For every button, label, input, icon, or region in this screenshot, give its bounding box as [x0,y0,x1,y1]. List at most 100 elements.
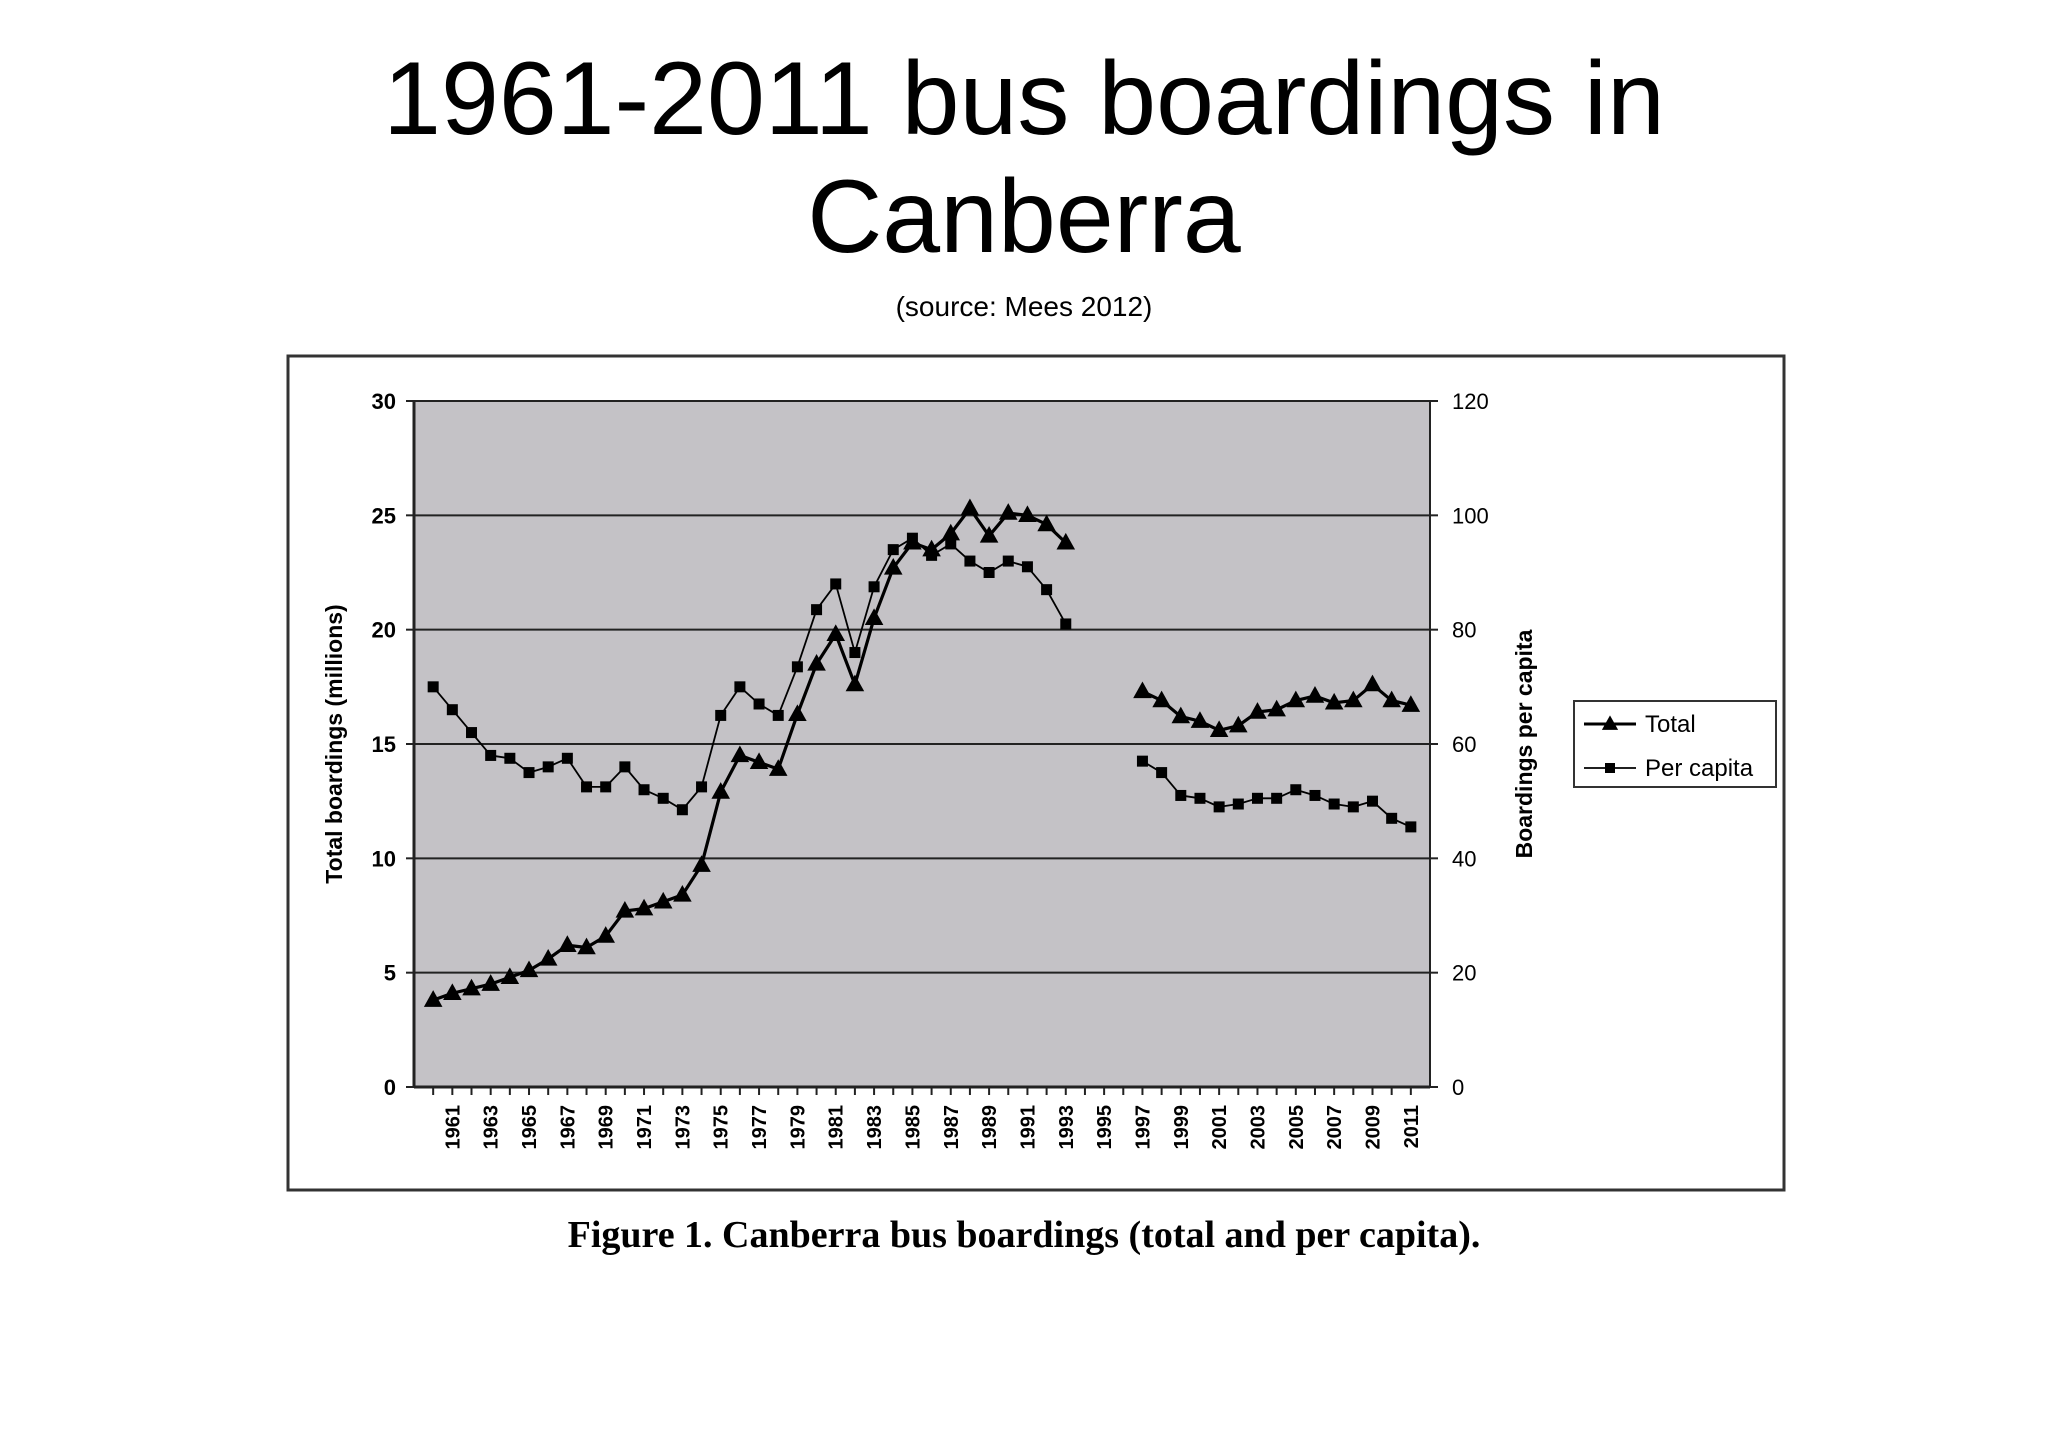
data-point [807,654,826,671]
data-point [1286,690,1306,708]
series [423,498,1421,1007]
data-point [788,704,807,721]
data-point [619,761,631,773]
y-tick-label: 30 [372,389,396,414]
data-point [692,855,711,872]
series-line [432,506,1067,1002]
y-tick-label: 25 [372,503,396,528]
x-tick-label: 2007 [1324,1105,1346,1150]
data-point [1366,795,1378,807]
x-tick-label: 1967 [557,1105,579,1150]
x-tick-label: 1979 [787,1105,809,1150]
data-point [1324,692,1344,710]
data-point [768,759,788,776]
data-point [864,608,884,625]
data-point [887,544,899,556]
y2-tick-label: 100 [1452,503,1489,528]
data-point [1041,584,1053,596]
data-point [730,745,750,763]
data-point [1133,681,1152,699]
data-point [1060,618,1072,630]
data-point [500,967,520,984]
data-point [466,727,478,739]
data-point [1232,798,1244,810]
data-point [485,749,497,761]
y2-tick-label: 0 [1452,1075,1464,1100]
data-point [960,498,980,516]
series-total [423,498,1421,1007]
y-tick-label: 0 [384,1075,396,1100]
data-point [443,983,462,1000]
data-point [830,578,842,590]
x-tick-label: 1987 [941,1105,963,1150]
y2-tick-label: 60 [1452,732,1476,757]
x-tick-label: 1961 [442,1105,464,1150]
x-tick-label: 2011 [1401,1105,1423,1148]
data-point [519,960,539,978]
data-point [926,549,938,561]
data-point [1002,555,1014,567]
legend: Total Per capita [1573,700,1777,788]
x-tick-label: 1975 [711,1105,733,1150]
data-point [883,558,903,575]
data-point [941,523,961,541]
data-point [998,503,1018,520]
legend-label: Total [1645,711,1696,738]
y2-tick-label: 40 [1452,846,1476,871]
data-point [638,784,650,796]
data-point [979,525,999,543]
data-point [1363,674,1382,692]
data-point [849,647,861,659]
data-point [983,567,995,578]
data-point [634,898,654,916]
data-point [1156,767,1168,779]
y-tick-label: 10 [372,846,396,871]
data-point [523,767,535,779]
data-point [673,885,692,902]
data-point [1271,792,1283,804]
data-point [1229,715,1248,733]
data-point [1309,789,1321,801]
data-point [1021,561,1033,573]
series-line [432,537,1067,811]
data-point [1152,690,1171,708]
data-point [427,681,439,693]
gridlines [414,400,1430,974]
x-tick-label: 2005 [1286,1105,1308,1150]
data-point [964,555,976,567]
data-point [542,761,554,773]
data-point [446,704,458,716]
data-point [577,937,596,955]
data-point [462,978,481,996]
y-tick-label: 5 [384,961,396,986]
data-point [906,532,918,544]
data-point [1405,821,1417,833]
data-point [600,781,612,793]
x-tick-label: 1977 [749,1105,771,1150]
data-point [1209,720,1229,737]
y2-tick-label: 20 [1452,961,1476,986]
legend-label: Per capita [1645,755,1754,782]
data-point [1037,514,1056,532]
x-tick-label: 1973 [672,1105,694,1150]
data-point [561,752,573,764]
legend-marker [1605,763,1615,773]
data-point [423,990,443,1007]
x-tick-label: 1991 [1017,1105,1039,1150]
y2-tick-label: 80 [1452,618,1476,643]
data-point [811,604,823,616]
x-tick-label: 1965 [519,1105,541,1150]
x-tick-label: 1999 [1171,1105,1193,1150]
data-point [749,752,769,770]
data-point [734,681,746,693]
data-point [596,926,615,943]
y2-axis-label: Boardings per capita [1511,629,1537,858]
data-point [581,781,593,793]
x-tick-label: 1993 [1056,1105,1078,1150]
x-tick-label: 1989 [979,1105,1001,1150]
data-point [615,901,635,918]
data-point [711,782,730,799]
legend-marker [1601,715,1619,730]
x-tick-label: 1995 [1094,1105,1116,1150]
